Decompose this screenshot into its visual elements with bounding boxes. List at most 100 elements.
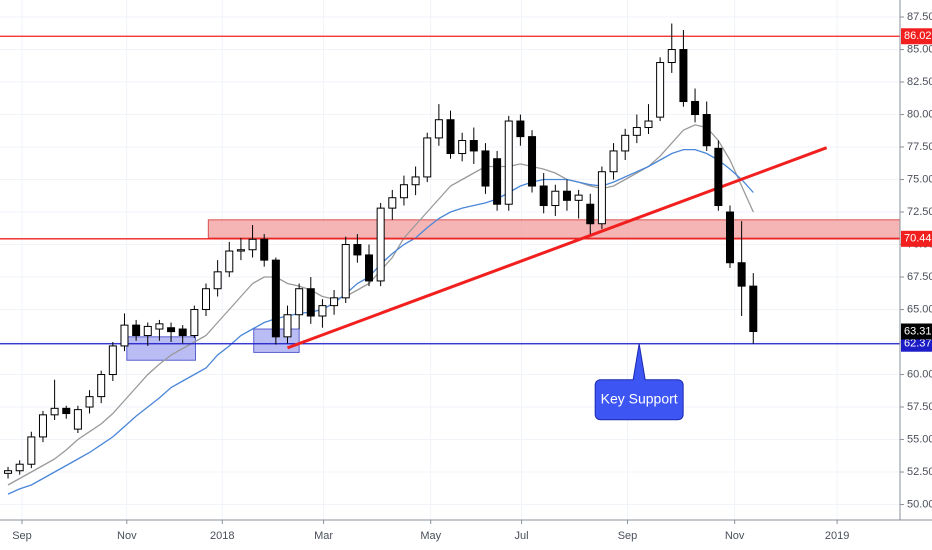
candle-body (679, 49, 688, 103)
zone (207, 219, 901, 239)
candle-body (213, 271, 222, 290)
candle-body (38, 414, 47, 438)
candle-body (609, 150, 618, 173)
candle-body (295, 288, 304, 316)
x-tick-label: May (420, 530, 441, 542)
price-tag (901, 323, 932, 340)
candle-body (62, 407, 71, 415)
candle-body (248, 238, 257, 251)
candle-body (376, 207, 385, 282)
candle-body (539, 185, 548, 207)
price-tag-label: 70.44 (904, 233, 932, 245)
candle-body (85, 396, 94, 408)
candle-body (493, 158, 502, 205)
candle-body (504, 120, 513, 205)
candle-body (353, 244, 362, 256)
candle-body (306, 288, 315, 317)
y-tick-label: 77.50 (907, 141, 932, 153)
candle-body (15, 463, 24, 472)
candle-body (586, 203, 595, 225)
y-tick-label: 72.50 (907, 206, 932, 218)
candle-body (190, 309, 199, 337)
candle-body (50, 407, 59, 416)
candle-body (73, 409, 82, 430)
candle-body (469, 140, 478, 152)
candle-body (4, 470, 13, 474)
candle-body (399, 184, 408, 199)
candle-body (621, 134, 630, 152)
candle-body (271, 259, 280, 338)
candle-body (236, 249, 245, 252)
y-tick-label: 57.50 (907, 401, 932, 413)
y-tick-label: 55.00 (907, 433, 932, 445)
x-tick-label: 2019 (825, 530, 849, 542)
x-tick-label: 2018 (210, 530, 234, 542)
callout-text: Key Support (601, 390, 678, 406)
candle-body (644, 120, 653, 129)
candle-body (562, 190, 571, 201)
candle-body (714, 147, 723, 207)
price-tag (901, 335, 932, 352)
y-tick-label: 87.50 (907, 11, 932, 23)
marks: Key Support (0, 23, 901, 495)
candle-body (260, 238, 269, 261)
x-tick-label: Nov (117, 530, 137, 542)
candle-body (632, 127, 641, 136)
candle-body (132, 324, 141, 337)
candle-body (201, 288, 210, 311)
candle-body (178, 328, 187, 337)
candle-body (155, 323, 164, 330)
zone (126, 336, 197, 361)
y-tick-label: 75.00 (907, 173, 932, 185)
candle-body (551, 190, 560, 207)
price-tag (901, 28, 932, 45)
candle-body (411, 176, 420, 186)
price-tag-label: 63.31 (904, 325, 932, 337)
x-tick-label: Nov (725, 530, 745, 542)
y-tick-label: 67.50 (907, 271, 932, 283)
candle-body (330, 297, 339, 307)
candle-body (574, 194, 583, 201)
candle-body (27, 436, 36, 465)
candle-body (434, 119, 443, 139)
candle-body (318, 305, 327, 317)
x-tick-label: Jul (515, 530, 529, 542)
y-tick-label: 50.00 (907, 498, 932, 510)
candle-body (388, 197, 397, 209)
candle-body (725, 211, 734, 264)
candle-body (167, 327, 176, 333)
price-tag (901, 230, 932, 247)
candle-body (283, 314, 292, 338)
candle-body (737, 262, 746, 287)
candle-body (597, 171, 606, 225)
candle-body (702, 114, 711, 147)
candle-body (341, 244, 350, 299)
price-tag-label: 62.37 (904, 338, 932, 350)
candle-body (667, 49, 676, 64)
y-tick-label: 52.50 (907, 466, 932, 478)
y-tick-label: 82.50 (907, 76, 932, 88)
candle-body (691, 101, 700, 116)
y-tick-label: 60.00 (907, 368, 932, 380)
candle-body (516, 120, 525, 138)
x-tick-label: Sep (618, 530, 638, 542)
candle-body (458, 140, 467, 155)
candle-body (749, 285, 758, 333)
candle-body (528, 136, 537, 187)
price-tag-label: 86.02 (904, 30, 932, 42)
x-tick-label: Mar (314, 530, 333, 542)
candle-body (143, 325, 152, 337)
candle-body (225, 250, 234, 273)
candle-body (481, 150, 490, 187)
candle-body (446, 119, 455, 155)
x-tick-label: Sep (12, 530, 32, 542)
candle-body (108, 345, 117, 376)
candle-body (365, 254, 374, 282)
candle-body (120, 324, 129, 347)
y-tick-label: 85.00 (907, 43, 932, 55)
candle-body (656, 62, 665, 118)
y-tick-label: 65.00 (907, 303, 932, 315)
